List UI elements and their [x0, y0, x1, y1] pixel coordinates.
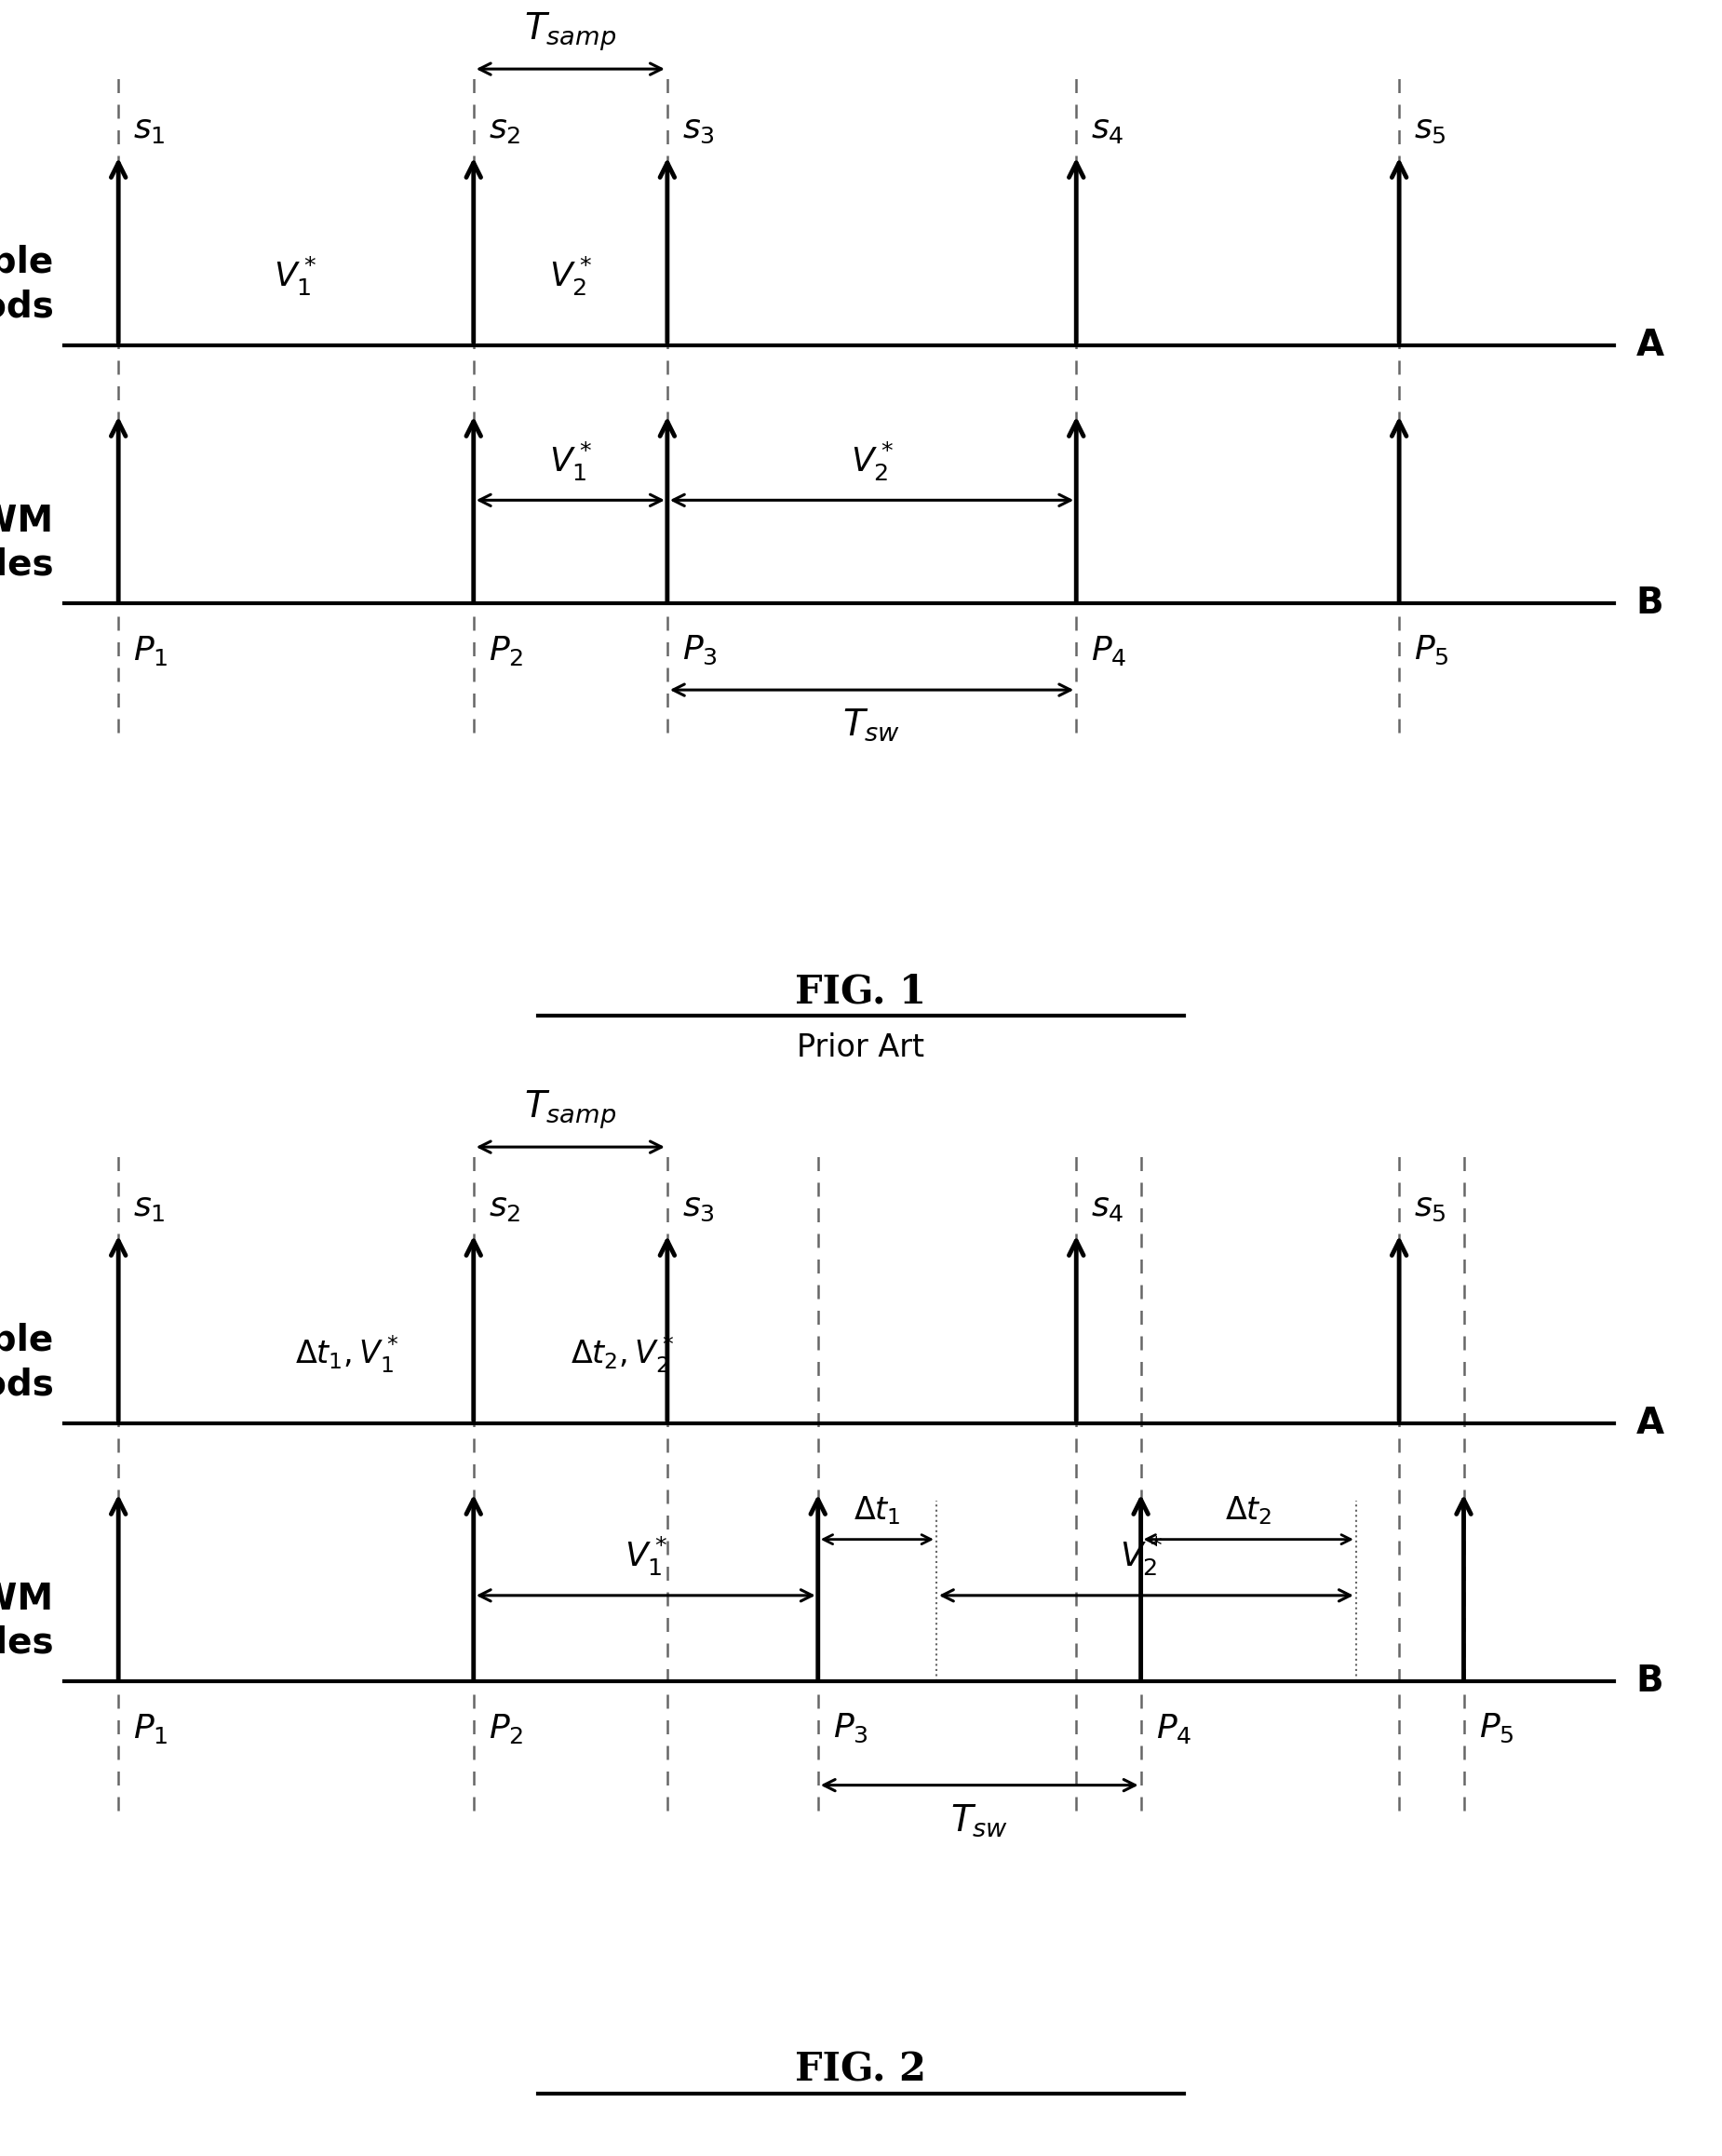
Text: $s_5$: $s_5$: [1414, 114, 1446, 144]
Text: $P_3$: $P_3$: [833, 1712, 868, 1744]
Text: PWM
Cycles: PWM Cycles: [0, 1583, 53, 1660]
Text: $s_5$: $s_5$: [1414, 1192, 1446, 1222]
Text: A: A: [1636, 328, 1663, 362]
Text: $P_2$: $P_2$: [489, 1712, 523, 1746]
Text: $\Delta t_1$: $\Delta t_1$: [854, 1494, 901, 1526]
Text: Sample
Periods: Sample Periods: [0, 246, 53, 323]
Text: $P_5$: $P_5$: [1414, 634, 1450, 666]
Text: $V_1^*$: $V_1^*$: [549, 440, 592, 483]
Text: Prior Art: Prior Art: [797, 1033, 925, 1063]
Text: FIG. 2: FIG. 2: [796, 2050, 926, 2089]
Text: $V_1^*$: $V_1^*$: [625, 1535, 666, 1578]
Text: $s_1$: $s_1$: [134, 1192, 165, 1222]
Text: $V_1^*$: $V_1^*$: [274, 254, 317, 298]
Text: $s_3$: $s_3$: [682, 1192, 715, 1222]
Text: $s_2$: $s_2$: [489, 1192, 520, 1222]
Text: $\Delta t_2, V_2^*$: $\Delta t_2, V_2^*$: [570, 1332, 675, 1376]
Text: $P_5$: $P_5$: [1479, 1712, 1514, 1744]
Text: $s_4$: $s_4$: [1092, 1192, 1124, 1222]
Text: Sample
Periods: Sample Periods: [0, 1324, 53, 1401]
Text: $P_1$: $P_1$: [134, 634, 169, 668]
Text: $V_2^*$: $V_2^*$: [851, 440, 894, 483]
Text: $\Delta t_2$: $\Delta t_2$: [1224, 1494, 1273, 1526]
Text: $P_3$: $P_3$: [682, 634, 718, 666]
Text: $V_2^*$: $V_2^*$: [549, 254, 592, 298]
Text: $s_1$: $s_1$: [134, 114, 165, 144]
Text: $P_4$: $P_4$: [1092, 634, 1128, 668]
Text: $P_2$: $P_2$: [489, 634, 523, 668]
Text: $P_4$: $P_4$: [1155, 1712, 1192, 1746]
Text: $s_3$: $s_3$: [682, 114, 715, 144]
Text: $P_1$: $P_1$: [134, 1712, 169, 1746]
Text: B: B: [1636, 586, 1663, 621]
Text: PWM
Cycles: PWM Cycles: [0, 505, 53, 582]
Text: FIG. 1: FIG. 1: [796, 972, 926, 1011]
Text: $s_4$: $s_4$: [1092, 114, 1124, 144]
Text: $s_2$: $s_2$: [489, 114, 520, 144]
Text: $T_{sw}$: $T_{sw}$: [842, 707, 901, 744]
Text: B: B: [1636, 1664, 1663, 1699]
Text: A: A: [1636, 1406, 1663, 1440]
Text: $\Delta t_1, V_1^*$: $\Delta t_1, V_1^*$: [294, 1332, 400, 1376]
Text: $T_{samp}$: $T_{samp}$: [523, 1089, 616, 1132]
Text: $T_{sw}$: $T_{sw}$: [951, 1802, 1009, 1839]
Text: $T_{samp}$: $T_{samp}$: [523, 11, 616, 54]
Text: $V_2^*$: $V_2^*$: [1119, 1535, 1162, 1578]
